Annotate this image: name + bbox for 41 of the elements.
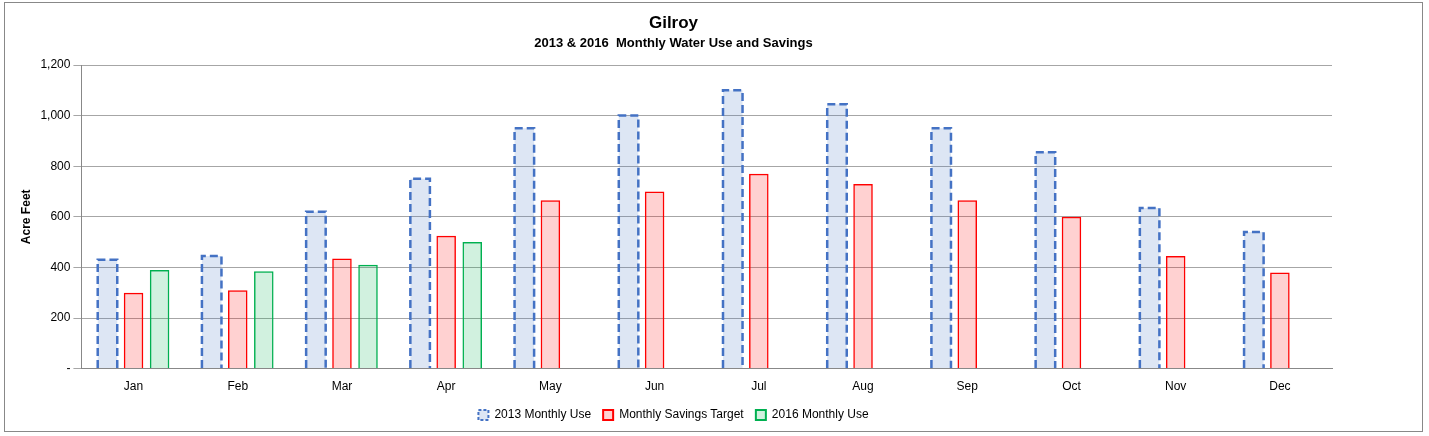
bar (436, 235, 456, 369)
y-tick-label: 1,000 (40, 107, 71, 122)
y-tick-label: 600 (50, 209, 71, 224)
x-tick-label: Jan (123, 379, 144, 394)
x-tick-label: Dec (1269, 379, 1291, 394)
x-tick-label: Apr (436, 379, 456, 394)
x-tick-label: Jul (751, 379, 767, 394)
bar (332, 258, 352, 369)
bar (749, 173, 769, 369)
bar (644, 191, 665, 369)
x-tick-label: May (539, 379, 562, 394)
bar (227, 290, 248, 369)
bar (957, 200, 978, 369)
y-tick-label: 400 (50, 259, 71, 274)
x-tick-label: Oct (1062, 379, 1082, 394)
bar (358, 264, 378, 369)
bar (1165, 256, 1186, 369)
x-tick-label: Feb (227, 379, 249, 394)
bar (254, 271, 274, 369)
y-tick-label: 200 (50, 310, 71, 325)
bar (149, 269, 170, 369)
legend-label: Monthly Savings Target (619, 407, 745, 422)
x-tick-label: Aug (852, 379, 874, 394)
legend-label: 2016 Monthly Use (771, 407, 869, 422)
x-tick-label: Nov (1165, 379, 1187, 394)
bar (123, 292, 144, 369)
y-tick-label: 800 (50, 158, 71, 173)
chart-title: Gilroy (648, 12, 699, 32)
x-tick-label: Mar (331, 379, 353, 394)
bar (462, 242, 482, 369)
bar (540, 200, 561, 369)
x-tick-label: Sep (956, 379, 979, 394)
bar (1270, 272, 1290, 369)
y-tick-label: - (66, 360, 71, 375)
bar (853, 183, 873, 369)
bar (1061, 216, 1082, 369)
chart-subtitle: 2013 & 2016 Monthly Water Use and Savings (534, 34, 813, 50)
legend-label: 2013 Monthly Use (494, 407, 592, 422)
x-tick-label: Jun (644, 379, 665, 394)
y-axis-title: Acre Feet (18, 189, 33, 245)
y-tick-label: 1,200 (40, 57, 71, 72)
